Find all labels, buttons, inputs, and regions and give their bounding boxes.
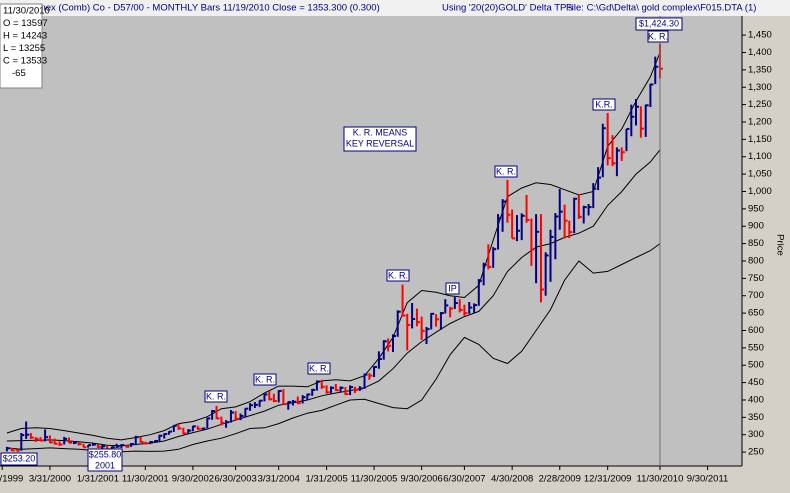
annotation-box — [0, 452, 38, 466]
x-tick-label: 11/30/2005 — [351, 474, 398, 485]
y-tick-label: 1,150 — [748, 134, 772, 145]
y-tick-label: 1,050 — [748, 169, 772, 180]
annotation-text: K. R. — [496, 166, 516, 176]
plot-area — [0, 16, 742, 466]
x-tick-label: 9/30/2006 — [401, 474, 443, 485]
y-tick-label: 1,400 — [748, 47, 772, 58]
x-tick-label: 9/30/2002 — [172, 474, 214, 485]
y-tick-label: 850 — [748, 238, 764, 249]
x-tick-label: 1/31/2005 — [305, 474, 347, 485]
annotation-text: K. R. — [309, 363, 329, 373]
y-tick-label: 950 — [748, 203, 764, 214]
x-tick-label: 12/31/2009 — [584, 474, 632, 485]
y-tick-label: 700 — [748, 290, 764, 301]
annotation-text: $255.80 — [89, 449, 122, 459]
header-title: Gold Comex (Comb) Co - D57/00 - MONTHLY … — [3, 3, 380, 14]
band-upper — [6, 52, 661, 441]
annotation-box — [87, 448, 123, 472]
x-tick-label: 6/30/2007 — [443, 474, 485, 485]
annotation-box — [592, 98, 616, 111]
y-tick-label: 900 — [748, 221, 764, 232]
y-tick-label: 350 — [748, 412, 764, 423]
y-tick-label: 1,350 — [748, 64, 772, 75]
y-tick-label: 600 — [748, 325, 764, 336]
annotation-box — [343, 126, 417, 152]
annotation-text: IP — [448, 283, 457, 293]
y-tick-label: 1,000 — [748, 186, 772, 197]
annotation-box — [635, 17, 683, 31]
info-line: 11/30/2010 — [3, 6, 50, 17]
x-tick-label: 6/30/2003 — [215, 474, 257, 485]
info-line: O = 13597 — [3, 18, 48, 29]
header-file: File: C:\Gd\Delta\ gold complex\F015.DTA… — [566, 3, 756, 14]
x-tick-label: 3/31/2004 — [258, 474, 300, 485]
annotation-box — [386, 269, 410, 282]
info-line: L = 13255 — [3, 43, 45, 54]
annotation-text: K. R. — [206, 391, 226, 401]
annotation-text: K. R. — [388, 270, 408, 280]
y-tick-label: 550 — [748, 342, 764, 353]
y-tick-label: 1,100 — [748, 151, 772, 162]
annotation-box — [445, 282, 460, 295]
annotation-text: K. R. — [255, 374, 275, 384]
annotation-box — [204, 390, 228, 403]
y-tick-label: 1,450 — [748, 30, 772, 41]
x-tick-label: 1/31/2001 — [77, 474, 119, 485]
y-tick-label: 650 — [748, 308, 764, 319]
annotation-box — [253, 373, 277, 386]
x-tick-label: 5/31/1999 — [0, 474, 23, 485]
x-tick-label: 4/30/2008 — [491, 474, 533, 485]
y-tick-label: 1,200 — [748, 117, 772, 128]
annotation-text: K.R. — [595, 99, 613, 109]
y-tick-label: 1,300 — [748, 82, 772, 93]
x-tick-label: 11/30/2001 — [122, 474, 169, 485]
y-tick-label: 800 — [748, 255, 764, 266]
y-tick-label: 300 — [748, 429, 764, 440]
info-line: C = 13533 — [3, 56, 47, 67]
y-tick-label: 1,250 — [748, 99, 772, 110]
x-tick-label: 3/31/2000 — [29, 474, 71, 485]
info-line: H = 14243 — [3, 31, 47, 42]
annotation-text: $253.20 — [3, 453, 36, 463]
annotation-text: K. R. — [648, 31, 668, 41]
info-line: -65 — [12, 68, 26, 79]
x-tick-label: 2/28/2009 — [539, 474, 581, 485]
y-tick-label: 400 — [748, 394, 764, 405]
y-tick-label: 250 — [748, 447, 764, 458]
header-template: Using '20(20)GOLD' Delta TP's — [442, 3, 573, 14]
y-tick-label: 750 — [748, 273, 764, 284]
annotation-box — [647, 30, 669, 43]
x-tick-label: 11/30/2010 — [637, 474, 684, 485]
y-axis-label: Price — [774, 234, 785, 256]
annotation-box — [494, 165, 518, 178]
y-tick-label: 500 — [748, 360, 764, 371]
y-tick-label: 450 — [748, 377, 764, 388]
annotation-box — [307, 362, 331, 375]
annotation-text: KEY REVERSAL — [346, 138, 414, 148]
x-tick-label: 9/30/2011 — [687, 474, 729, 485]
annotation-text: $1,424.30 — [639, 18, 679, 28]
header-bar — [0, 0, 790, 16]
annotation-text: K. R. MEANS — [353, 127, 408, 137]
annotation-text: 2001 — [95, 460, 115, 470]
